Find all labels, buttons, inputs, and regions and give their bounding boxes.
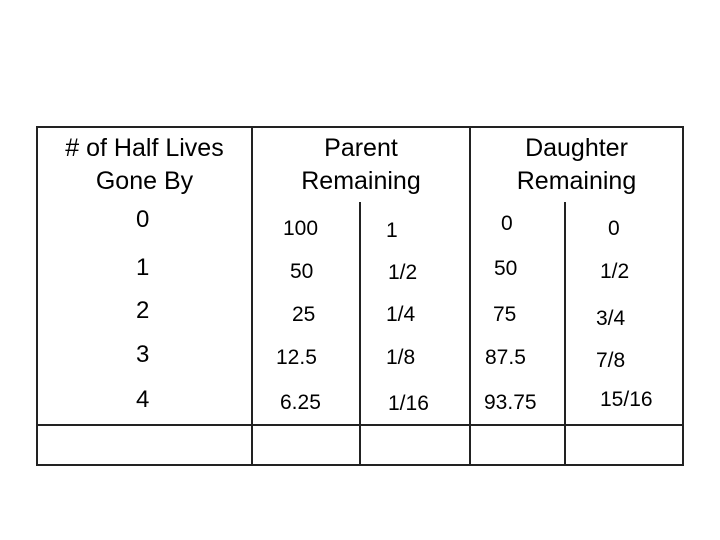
cell-parent-fraction: 1/4 bbox=[386, 303, 416, 326]
cell-half-lives: 1 bbox=[136, 254, 150, 281]
cell-daughter-percent: 0 bbox=[501, 212, 513, 235]
cell-daughter-percent: 93.75 bbox=[484, 391, 537, 414]
cell-parent-percent: 6.25 bbox=[280, 391, 321, 414]
cell-parent-percent: 100 bbox=[283, 217, 319, 240]
cell-half-lives: 4 bbox=[136, 386, 150, 413]
column-divider bbox=[469, 128, 471, 464]
column-divider bbox=[564, 202, 566, 464]
cell-half-lives: 2 bbox=[136, 297, 150, 324]
cell-parent-fraction: 1/8 bbox=[386, 346, 416, 369]
header-parent-remaining: Parent Remaining bbox=[253, 132, 469, 198]
header-daughter-line1: Daughter bbox=[525, 134, 628, 162]
header-parent-line1: Parent bbox=[324, 134, 398, 162]
half-life-table: # of Half Lives Gone By Parent Remaining… bbox=[36, 126, 684, 466]
column-divider bbox=[359, 202, 361, 464]
cell-parent-percent: 25 bbox=[292, 303, 316, 326]
cell-half-lives: 3 bbox=[136, 341, 150, 368]
cell-parent-fraction: 1/16 bbox=[388, 392, 429, 415]
cell-parent-percent: 12.5 bbox=[276, 346, 317, 369]
header-daughter-remaining: Daughter Remaining bbox=[471, 132, 682, 198]
header-parent-line2: Remaining bbox=[301, 167, 421, 195]
cell-parent-fraction: 1 bbox=[386, 219, 398, 242]
cell-daughter-fraction: 7/8 bbox=[596, 349, 626, 372]
header-half-lives: # of Half Lives Gone By bbox=[38, 132, 251, 198]
cell-daughter-fraction: 3/4 bbox=[596, 307, 626, 330]
cell-daughter-percent: 50 bbox=[494, 257, 518, 280]
cell-daughter-percent: 75 bbox=[493, 303, 517, 326]
row-divider bbox=[38, 424, 682, 426]
cell-daughter-fraction: 1/2 bbox=[600, 260, 630, 283]
column-divider bbox=[251, 128, 253, 464]
cell-parent-percent: 50 bbox=[290, 260, 314, 283]
cell-daughter-percent: 87.5 bbox=[485, 346, 526, 369]
cell-daughter-fraction: 0 bbox=[608, 217, 620, 240]
header-daughter-line2: Remaining bbox=[516, 167, 637, 195]
header-half-lives-line2: Gone By bbox=[95, 167, 194, 195]
cell-half-lives: 0 bbox=[136, 206, 150, 233]
header-half-lives-line1: # of Half Lives bbox=[65, 134, 224, 162]
cell-daughter-fraction: 15/16 bbox=[600, 388, 653, 411]
cell-parent-fraction: 1/2 bbox=[388, 261, 418, 284]
